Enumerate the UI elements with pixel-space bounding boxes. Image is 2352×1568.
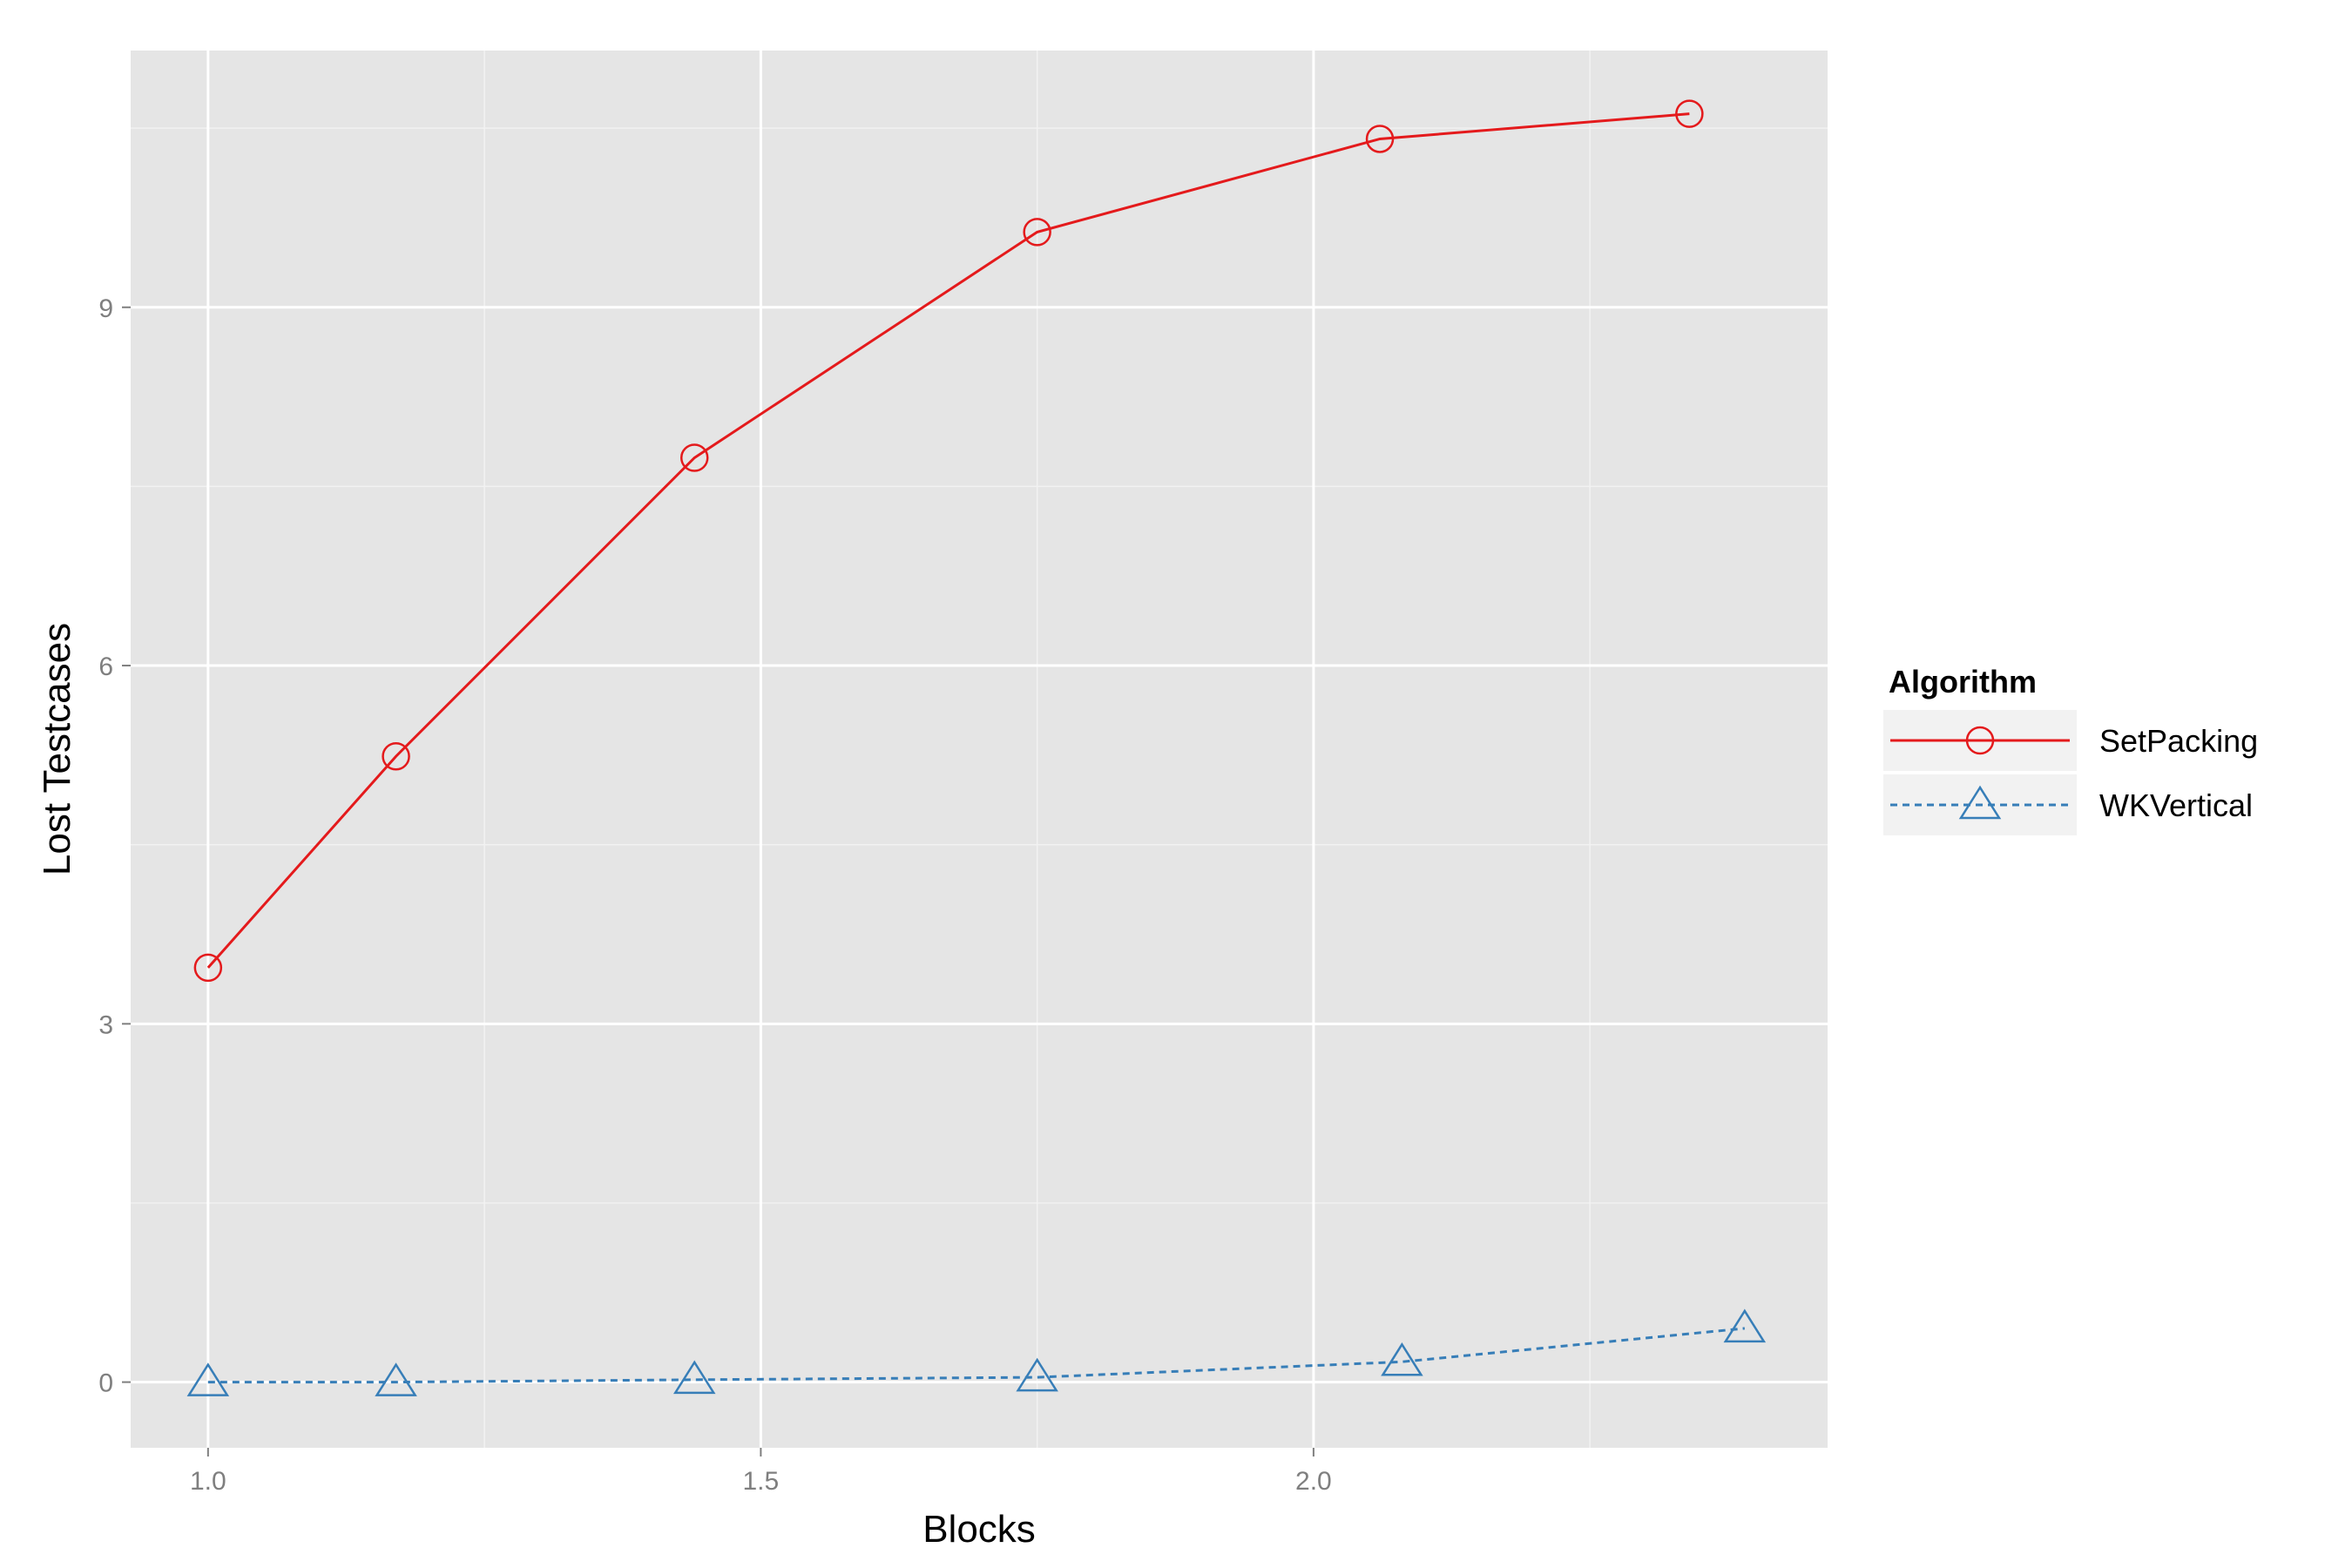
- plot-panel: [131, 51, 1828, 1448]
- series-layer: [186, 99, 1767, 1396]
- y-tick-label: 9: [98, 294, 113, 323]
- data-point-setpacking: [1675, 99, 1704, 128]
- data-point-setpacking: [1365, 125, 1395, 153]
- y-tick-label: 0: [98, 1369, 113, 1398]
- axis-ticks: [122, 306, 1315, 1456]
- series-line-setpacking: [206, 112, 1690, 969]
- major-gridlines: [131, 51, 1828, 1448]
- x-tick-label: 1.5: [743, 1467, 780, 1496]
- minor-gridlines: [131, 51, 1828, 1448]
- data-point-setpacking: [382, 741, 410, 771]
- legend-item-setpacking: SetPacking: [1883, 710, 2258, 771]
- tick-labels: 1.0 1.5 2.0 0 3 6 9: [98, 294, 1331, 1496]
- y-tick-label: 3: [98, 1010, 113, 1039]
- y-tick-label: 6: [98, 652, 113, 681]
- series-setpacking: [193, 99, 1704, 983]
- legend-key-marker: [1958, 785, 2002, 820]
- data-point-setpacking: [679, 443, 709, 472]
- data-point-setpacking: [1023, 218, 1051, 247]
- legend: Algorithm SetPacking WKVertical: [1883, 664, 2258, 835]
- legend-item-wkvertical: WKVertical: [1883, 774, 2253, 835]
- series-wkvertical: [186, 1308, 1767, 1396]
- legend-label-setpacking: SetPacking: [2099, 723, 2258, 759]
- y-axis-title: Lost Testcases: [36, 623, 78, 875]
- data-point-wkvertical: [1723, 1308, 1767, 1343]
- x-axis-title: Blocks: [923, 1508, 1036, 1551]
- x-tick-label: 1.0: [190, 1467, 226, 1496]
- data-point-wkvertical: [186, 1362, 230, 1396]
- data-point-wkvertical: [672, 1360, 716, 1395]
- legend-key-marker: [1965, 726, 1995, 755]
- x-tick-label: 2.0: [1295, 1467, 1332, 1496]
- data-point-wkvertical: [1016, 1357, 1058, 1392]
- legend-label-wkvertical: WKVertical: [2099, 787, 2253, 823]
- legend-items: SetPacking WKVertical: [1883, 710, 2258, 835]
- legend-title: Algorithm: [1889, 664, 2037, 700]
- data-point-wkvertical: [1381, 1342, 1423, 1376]
- data-point-wkvertical: [375, 1362, 417, 1396]
- data-point-setpacking: [193, 953, 223, 983]
